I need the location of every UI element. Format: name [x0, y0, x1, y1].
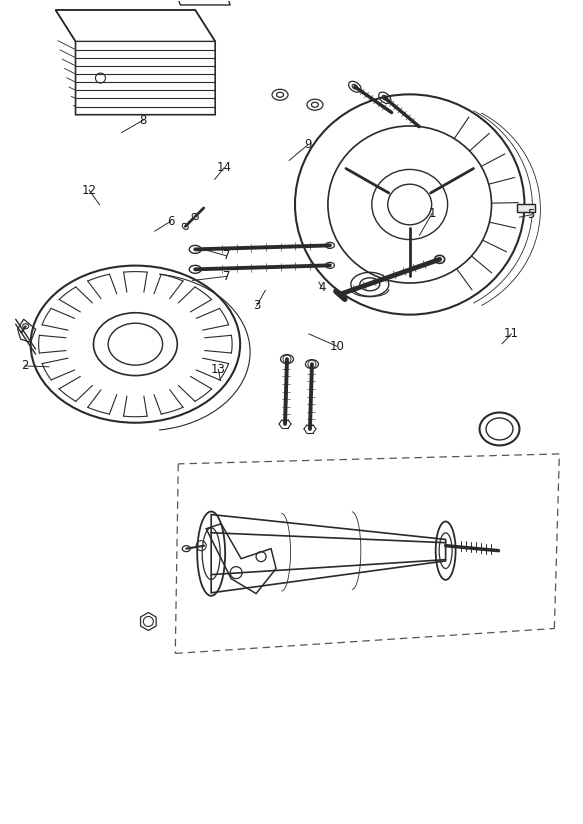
Text: 13: 13 — [211, 363, 226, 376]
Text: 4: 4 — [318, 280, 325, 293]
Text: 12: 12 — [82, 184, 97, 197]
Text: 2: 2 — [22, 359, 29, 372]
Bar — [518, 204, 535, 213]
Text: 11: 11 — [504, 327, 519, 340]
Text: 1: 1 — [429, 207, 436, 219]
Text: 14: 14 — [216, 162, 231, 175]
Text: 9: 9 — [304, 138, 311, 152]
Text: 8: 8 — [139, 114, 147, 127]
Text: 10: 10 — [329, 339, 345, 353]
Text: 3: 3 — [253, 299, 260, 312]
Text: 7: 7 — [223, 250, 230, 262]
Text: 7: 7 — [223, 270, 230, 283]
Text: 6: 6 — [167, 215, 174, 227]
Text: 5: 5 — [528, 208, 535, 221]
Bar — [518, 204, 535, 213]
